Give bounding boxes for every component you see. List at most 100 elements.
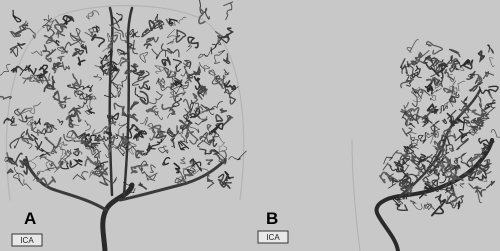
vessel	[460, 131, 471, 136]
vessel	[478, 85, 499, 94]
vessel	[148, 19, 156, 32]
vessel	[54, 24, 61, 38]
vessel	[194, 102, 204, 115]
vessel	[217, 173, 233, 189]
vessel	[99, 61, 112, 73]
vessel	[199, 62, 211, 72]
vessel	[13, 166, 25, 187]
vessel	[138, 80, 150, 90]
vessel	[68, 123, 80, 128]
vessel	[477, 50, 486, 63]
vessel	[418, 132, 427, 144]
vessel	[482, 71, 495, 79]
vessel	[52, 90, 60, 101]
vessel	[185, 130, 199, 145]
vessel	[158, 145, 169, 154]
vessel	[446, 112, 460, 127]
vessel	[146, 172, 158, 182]
vessel	[126, 124, 148, 135]
vessel	[113, 102, 126, 116]
vessel	[77, 96, 92, 108]
vessel	[443, 127, 457, 139]
vessel	[412, 144, 419, 150]
vessel	[61, 50, 69, 54]
vessel	[457, 80, 465, 92]
vessel	[219, 108, 228, 114]
vessel	[175, 29, 187, 43]
vessel	[140, 160, 148, 176]
vessel	[136, 130, 145, 139]
vessel	[88, 140, 97, 149]
vessel	[30, 133, 43, 149]
vessel	[451, 60, 462, 71]
vessel	[149, 126, 160, 141]
vessel	[471, 109, 484, 117]
vessel	[3, 117, 15, 124]
vessel	[448, 48, 461, 58]
vessel	[418, 153, 427, 166]
vessel	[119, 56, 130, 67]
vessel	[412, 86, 422, 102]
vessel	[45, 161, 55, 170]
vessel	[109, 22, 124, 38]
vessel	[29, 74, 41, 84]
vessel	[433, 80, 442, 86]
vessel	[454, 157, 458, 164]
vessel	[44, 166, 58, 171]
vessel	[435, 140, 445, 162]
vessel	[224, 170, 231, 181]
vessel	[457, 200, 461, 210]
vessel	[116, 47, 132, 57]
vessel	[401, 110, 416, 128]
vessel	[173, 162, 181, 174]
vessel	[117, 139, 133, 157]
vessel	[169, 91, 179, 102]
vessel	[84, 120, 91, 131]
vessel	[422, 158, 435, 176]
vessel	[454, 132, 469, 151]
vessel	[486, 44, 494, 54]
vessel	[379, 171, 392, 184]
vessel	[90, 33, 106, 48]
vessel	[42, 17, 53, 28]
vessel	[221, 114, 234, 126]
vessel	[22, 114, 34, 123]
vessel	[409, 71, 422, 78]
vessel	[163, 67, 177, 79]
vessel	[107, 112, 120, 122]
vessel	[446, 190, 457, 199]
vessel	[103, 176, 117, 185]
vessel	[72, 158, 83, 166]
vessel	[478, 103, 492, 111]
vessel	[423, 55, 435, 64]
vessel	[223, 80, 236, 91]
vessel	[75, 109, 82, 123]
aca-left	[108, 6, 114, 197]
vessel	[415, 115, 427, 128]
vessel	[34, 118, 41, 125]
vessel	[410, 89, 418, 96]
vessel	[478, 137, 491, 149]
vessel	[109, 61, 119, 72]
vessel	[166, 28, 177, 45]
vessel	[468, 183, 482, 204]
vessel	[186, 126, 200, 136]
vessel	[148, 90, 164, 105]
vessel	[84, 99, 92, 115]
vessel	[398, 182, 406, 188]
vessel	[205, 101, 223, 115]
vessel	[57, 118, 64, 126]
vessel	[448, 188, 458, 203]
vessel	[406, 56, 424, 67]
vessel	[83, 139, 91, 150]
vessel	[223, 1, 234, 21]
vessel	[137, 163, 149, 172]
vessel	[111, 12, 123, 24]
vessel	[424, 61, 446, 77]
vessel	[224, 88, 237, 105]
vessel	[401, 172, 418, 189]
vessel	[23, 178, 32, 190]
vessel	[88, 95, 97, 101]
vessel	[431, 173, 440, 187]
skull-outline	[5, 5, 245, 201]
